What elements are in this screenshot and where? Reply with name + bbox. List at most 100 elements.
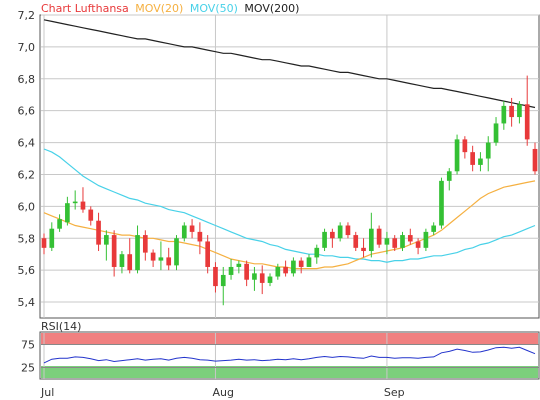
candle-body	[96, 220, 101, 245]
rsi-y-tick-label: 25	[21, 362, 35, 375]
candle-body	[345, 225, 351, 236]
candle-body	[291, 260, 296, 274]
candle-body	[104, 235, 109, 245]
candle-body	[493, 123, 499, 143]
candle-body	[330, 231, 335, 239]
rsi-line	[43, 346, 536, 364]
candle-body	[142, 235, 148, 253]
candle-body	[65, 203, 70, 223]
candle-body	[267, 276, 273, 283]
candle-body	[524, 104, 530, 140]
candle-body	[80, 201, 86, 210]
price-y-tick-label: 5,6	[18, 264, 36, 277]
candle-body	[361, 247, 366, 252]
legend-mov20: MOV(20)	[135, 2, 183, 15]
price-y-tick-label: 6,8	[18, 73, 36, 86]
price-y-tick-label: 7,2	[18, 9, 36, 22]
candle-body	[368, 228, 374, 252]
rsi-y-axis: 75 25	[21, 339, 35, 375]
rsi-oversold-zone	[41, 366, 538, 378]
price-y-tick-label: 5,8	[18, 232, 36, 245]
price-y-tick-label: 6,6	[18, 105, 36, 118]
candle-body	[532, 148, 538, 172]
candle-body	[205, 241, 211, 267]
candle-body	[470, 152, 475, 165]
mov50-line	[43, 148, 536, 263]
candles	[41, 75, 538, 306]
candle-body	[236, 263, 242, 267]
candle-body	[423, 231, 429, 248]
rsi-overbought-zone	[41, 333, 538, 344]
candle-body	[376, 228, 382, 245]
legend-mov50: MOV(50)	[190, 2, 238, 15]
mov20-line	[43, 180, 536, 270]
price-panel	[39, 14, 540, 319]
price-y-tick-label: 5,4	[18, 296, 36, 309]
legend-mov200: MOV(200)	[244, 2, 299, 15]
candle-body	[88, 209, 94, 221]
legend: Chart Lufthansa MOV(20) MOV(50) MOV(200)	[41, 2, 299, 15]
chart-title: Chart Lufthansa	[41, 2, 129, 15]
candle-body	[72, 201, 78, 204]
price-y-tick-label: 6,0	[18, 200, 36, 213]
candle-body	[446, 171, 452, 181]
price-y-tick-label: 6,2	[18, 168, 36, 181]
candle-body	[478, 158, 483, 165]
candle-body	[431, 225, 437, 232]
candle-body	[353, 235, 359, 248]
candle-body	[298, 260, 304, 267]
candle-body	[189, 225, 195, 232]
candle-body	[111, 235, 117, 267]
candle-body	[174, 238, 179, 266]
candle-body	[485, 142, 491, 159]
candle-body	[392, 238, 398, 248]
candle-body	[197, 231, 203, 242]
candle-body	[400, 235, 405, 248]
price-y-tick-label: 7,0	[18, 41, 36, 54]
candle-body	[166, 257, 172, 266]
x-tick-label: Aug	[212, 386, 233, 399]
price-y-axis: 7,2 7,0 6,8 6,6 6,4 6,2 6,0 5,8 5,6 5,4	[18, 9, 36, 309]
price-y-tick-label: 6,4	[18, 137, 36, 150]
candle-body	[158, 257, 164, 261]
candle-body	[283, 266, 288, 274]
candle-body	[306, 257, 312, 267]
candle-body	[181, 225, 187, 239]
candle-body	[57, 219, 62, 229]
candle-body	[150, 252, 156, 261]
x-tick-label: Sep	[384, 386, 405, 399]
candle-body	[509, 105, 514, 118]
candle-body	[49, 228, 55, 248]
rsi-title: RSI(14)	[41, 320, 81, 333]
mov200-line	[43, 19, 536, 109]
rsi-y-tick-label: 75	[21, 339, 35, 352]
candle-body	[322, 231, 327, 248]
candle-body	[337, 225, 343, 239]
candle-body	[462, 139, 468, 153]
candle-body	[454, 139, 460, 172]
candle-body	[228, 266, 234, 275]
candle-body	[407, 235, 413, 242]
candle-body	[384, 238, 390, 245]
candle-body	[41, 238, 47, 248]
candle-body	[135, 235, 140, 271]
candle-body	[220, 274, 226, 287]
moving-averages	[43, 19, 536, 270]
candle-body	[517, 104, 522, 118]
candle-body	[259, 273, 265, 283]
x-tick-label: Jul	[40, 386, 54, 399]
price-grid	[41, 14, 539, 318]
candle-body	[415, 241, 421, 248]
candle-body	[501, 105, 507, 124]
candle-body	[275, 266, 281, 277]
rsi-grid	[41, 333, 539, 379]
candle-body	[127, 254, 133, 271]
candle-body	[439, 180, 444, 226]
candle-body	[213, 266, 218, 287]
x-axis: JulAugSepOkt	[40, 386, 405, 399]
candle-body	[314, 247, 320, 258]
candle-body	[119, 254, 125, 267]
candle-body	[252, 273, 257, 280]
